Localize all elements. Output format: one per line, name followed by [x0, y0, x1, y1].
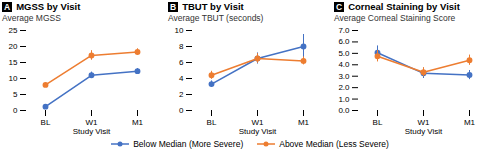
html-text:C: C: [336, 2, 343, 13]
svg-text:0.0: 0.0: [338, 106, 350, 115]
svg-text:BL: BL: [207, 118, 217, 127]
html-text:Below Median (More Severe): Below Median (More Severe): [133, 139, 244, 149]
svg-text:1.0: 1.0: [338, 95, 350, 104]
html-text:Average TBUT (seconds): Average TBUT (seconds): [168, 13, 264, 23]
svg-text:W1: W1: [417, 118, 430, 128]
svg-text:4.0: 4.0: [338, 60, 350, 69]
svg-text:3.0: 3.0: [338, 72, 350, 81]
svg-text:6: 6: [179, 58, 184, 67]
svg-text:5: 5: [13, 90, 18, 99]
svg-text:BL: BL: [373, 118, 383, 127]
html-text:Above Median (Less Severe): Above Median (Less Severe): [279, 139, 389, 149]
svg-text:5.0: 5.0: [338, 49, 350, 58]
svg-text:8: 8: [179, 42, 184, 51]
svg-text:W1: W1: [85, 118, 98, 128]
html-text:Average Corneal Staining Score: Average Corneal Staining Score: [334, 13, 456, 23]
svg-text:Study Visit: Study Visit: [73, 127, 111, 136]
svg-text:2.0: 2.0: [338, 83, 350, 92]
svg-text:M1: M1: [298, 118, 310, 127]
svg-text:W1: W1: [251, 118, 264, 128]
svg-text:25: 25: [9, 26, 18, 35]
svg-text:4: 4: [179, 74, 184, 83]
svg-text:6.0: 6.0: [338, 37, 350, 46]
html-text:Average MGSS: Average MGSS: [2, 13, 61, 23]
svg-text:M1: M1: [132, 118, 144, 127]
svg-text:M1: M1: [464, 118, 476, 127]
svg-text:20: 20: [9, 42, 18, 51]
svg-text:0: 0: [179, 106, 184, 115]
html-text:B: B: [170, 2, 177, 13]
svg-text:Study Visit: Study Visit: [239, 127, 277, 136]
svg-text:10: 10: [9, 74, 18, 83]
svg-text:15: 15: [9, 58, 18, 67]
svg-text:0: 0: [13, 106, 18, 115]
html-text:A: A: [4, 2, 11, 13]
html-text:TBUT by Visit: TBUT by Visit: [182, 1, 244, 12]
html-text:MGSS by Visit: MGSS by Visit: [16, 1, 81, 12]
svg-text:7.0: 7.0: [338, 26, 350, 35]
html-text:Corneal Staining by Visit: Corneal Staining by Visit: [348, 1, 460, 12]
svg-text:BL: BL: [41, 118, 51, 127]
svg-text:10: 10: [175, 26, 184, 35]
svg-text:Study Visit: Study Visit: [405, 127, 443, 136]
svg-text:2: 2: [179, 90, 184, 99]
